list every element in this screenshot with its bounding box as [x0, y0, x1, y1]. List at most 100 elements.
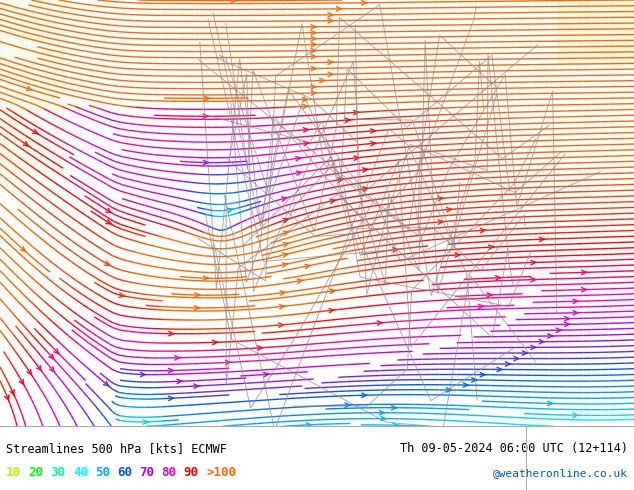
- FancyArrowPatch shape: [311, 36, 316, 41]
- FancyArrowPatch shape: [105, 261, 110, 266]
- FancyArrowPatch shape: [354, 156, 359, 160]
- FancyArrowPatch shape: [540, 237, 544, 242]
- FancyArrowPatch shape: [505, 362, 510, 366]
- FancyArrowPatch shape: [106, 208, 112, 213]
- FancyArrowPatch shape: [302, 98, 307, 102]
- FancyArrowPatch shape: [283, 219, 288, 222]
- FancyArrowPatch shape: [303, 104, 307, 109]
- Text: 60: 60: [117, 466, 133, 479]
- FancyArrowPatch shape: [345, 403, 350, 407]
- FancyArrowPatch shape: [10, 390, 15, 396]
- FancyArrowPatch shape: [228, 208, 233, 213]
- FancyArrowPatch shape: [204, 96, 209, 100]
- FancyArrowPatch shape: [280, 304, 285, 309]
- FancyArrowPatch shape: [305, 264, 310, 269]
- FancyArrowPatch shape: [393, 423, 398, 427]
- FancyArrowPatch shape: [311, 85, 316, 89]
- FancyArrowPatch shape: [573, 299, 578, 304]
- FancyArrowPatch shape: [328, 72, 333, 76]
- FancyArrowPatch shape: [480, 228, 485, 233]
- FancyArrowPatch shape: [371, 142, 376, 146]
- FancyArrowPatch shape: [565, 317, 569, 321]
- FancyArrowPatch shape: [329, 308, 334, 313]
- FancyArrowPatch shape: [514, 356, 519, 361]
- FancyArrowPatch shape: [119, 293, 124, 297]
- FancyArrowPatch shape: [328, 60, 333, 65]
- FancyArrowPatch shape: [297, 279, 302, 283]
- FancyArrowPatch shape: [169, 331, 174, 336]
- FancyArrowPatch shape: [169, 396, 174, 401]
- FancyArrowPatch shape: [27, 86, 32, 91]
- FancyArrowPatch shape: [283, 243, 288, 247]
- FancyArrowPatch shape: [328, 19, 333, 23]
- FancyArrowPatch shape: [311, 24, 316, 29]
- FancyArrowPatch shape: [392, 248, 398, 252]
- FancyArrowPatch shape: [581, 270, 586, 275]
- FancyArrowPatch shape: [204, 276, 208, 280]
- FancyArrowPatch shape: [330, 199, 335, 203]
- Text: @weatheronline.co.uk: @weatheronline.co.uk: [493, 468, 628, 479]
- Text: >100: >100: [206, 466, 236, 479]
- FancyArrowPatch shape: [354, 110, 358, 115]
- Text: 80: 80: [162, 466, 177, 479]
- FancyArrowPatch shape: [304, 142, 309, 146]
- FancyArrowPatch shape: [106, 220, 112, 224]
- FancyArrowPatch shape: [472, 378, 477, 382]
- FancyArrowPatch shape: [177, 379, 182, 384]
- FancyArrowPatch shape: [311, 43, 316, 47]
- FancyArrowPatch shape: [565, 322, 569, 327]
- FancyArrowPatch shape: [446, 388, 451, 392]
- FancyArrowPatch shape: [311, 67, 316, 71]
- FancyArrowPatch shape: [548, 401, 553, 406]
- FancyArrowPatch shape: [497, 367, 502, 371]
- Text: 20: 20: [29, 466, 44, 479]
- FancyArrowPatch shape: [281, 197, 287, 201]
- FancyArrowPatch shape: [296, 171, 301, 175]
- FancyArrowPatch shape: [27, 369, 32, 375]
- FancyArrowPatch shape: [573, 311, 578, 315]
- FancyArrowPatch shape: [295, 156, 301, 161]
- FancyArrowPatch shape: [330, 289, 335, 294]
- FancyArrowPatch shape: [203, 114, 208, 119]
- FancyArrowPatch shape: [32, 129, 38, 134]
- FancyArrowPatch shape: [306, 423, 311, 427]
- FancyArrowPatch shape: [581, 288, 586, 292]
- FancyArrowPatch shape: [496, 275, 500, 280]
- Text: Streamlines 500 hPa [kts] ECMWF: Streamlines 500 hPa [kts] ECMWF: [6, 442, 227, 455]
- FancyArrowPatch shape: [212, 340, 217, 344]
- FancyArrowPatch shape: [438, 220, 443, 224]
- FancyArrowPatch shape: [522, 351, 527, 355]
- FancyArrowPatch shape: [226, 360, 230, 365]
- Text: 30: 30: [51, 466, 66, 479]
- FancyArrowPatch shape: [54, 349, 60, 354]
- FancyArrowPatch shape: [438, 196, 443, 201]
- FancyArrowPatch shape: [280, 291, 285, 295]
- FancyArrowPatch shape: [370, 129, 375, 133]
- FancyArrowPatch shape: [363, 187, 368, 191]
- FancyArrowPatch shape: [363, 168, 368, 172]
- FancyArrowPatch shape: [23, 142, 29, 146]
- FancyArrowPatch shape: [489, 245, 494, 249]
- FancyArrowPatch shape: [264, 372, 269, 377]
- FancyArrowPatch shape: [282, 263, 287, 267]
- FancyArrowPatch shape: [311, 91, 316, 96]
- FancyArrowPatch shape: [283, 253, 288, 257]
- FancyArrowPatch shape: [487, 293, 492, 297]
- FancyArrowPatch shape: [320, 78, 325, 83]
- FancyArrowPatch shape: [391, 405, 396, 410]
- FancyArrowPatch shape: [338, 178, 343, 182]
- FancyArrowPatch shape: [463, 383, 468, 387]
- FancyArrowPatch shape: [531, 260, 536, 265]
- FancyArrowPatch shape: [257, 346, 262, 350]
- FancyArrowPatch shape: [573, 413, 578, 417]
- FancyArrowPatch shape: [20, 246, 26, 252]
- Text: 10: 10: [6, 466, 22, 479]
- FancyArrowPatch shape: [141, 372, 145, 377]
- FancyArrowPatch shape: [278, 323, 283, 327]
- FancyArrowPatch shape: [479, 304, 483, 309]
- FancyArrowPatch shape: [311, 30, 316, 35]
- FancyArrowPatch shape: [446, 207, 451, 212]
- Text: 40: 40: [73, 466, 88, 479]
- FancyArrowPatch shape: [283, 231, 288, 235]
- FancyArrowPatch shape: [49, 367, 55, 372]
